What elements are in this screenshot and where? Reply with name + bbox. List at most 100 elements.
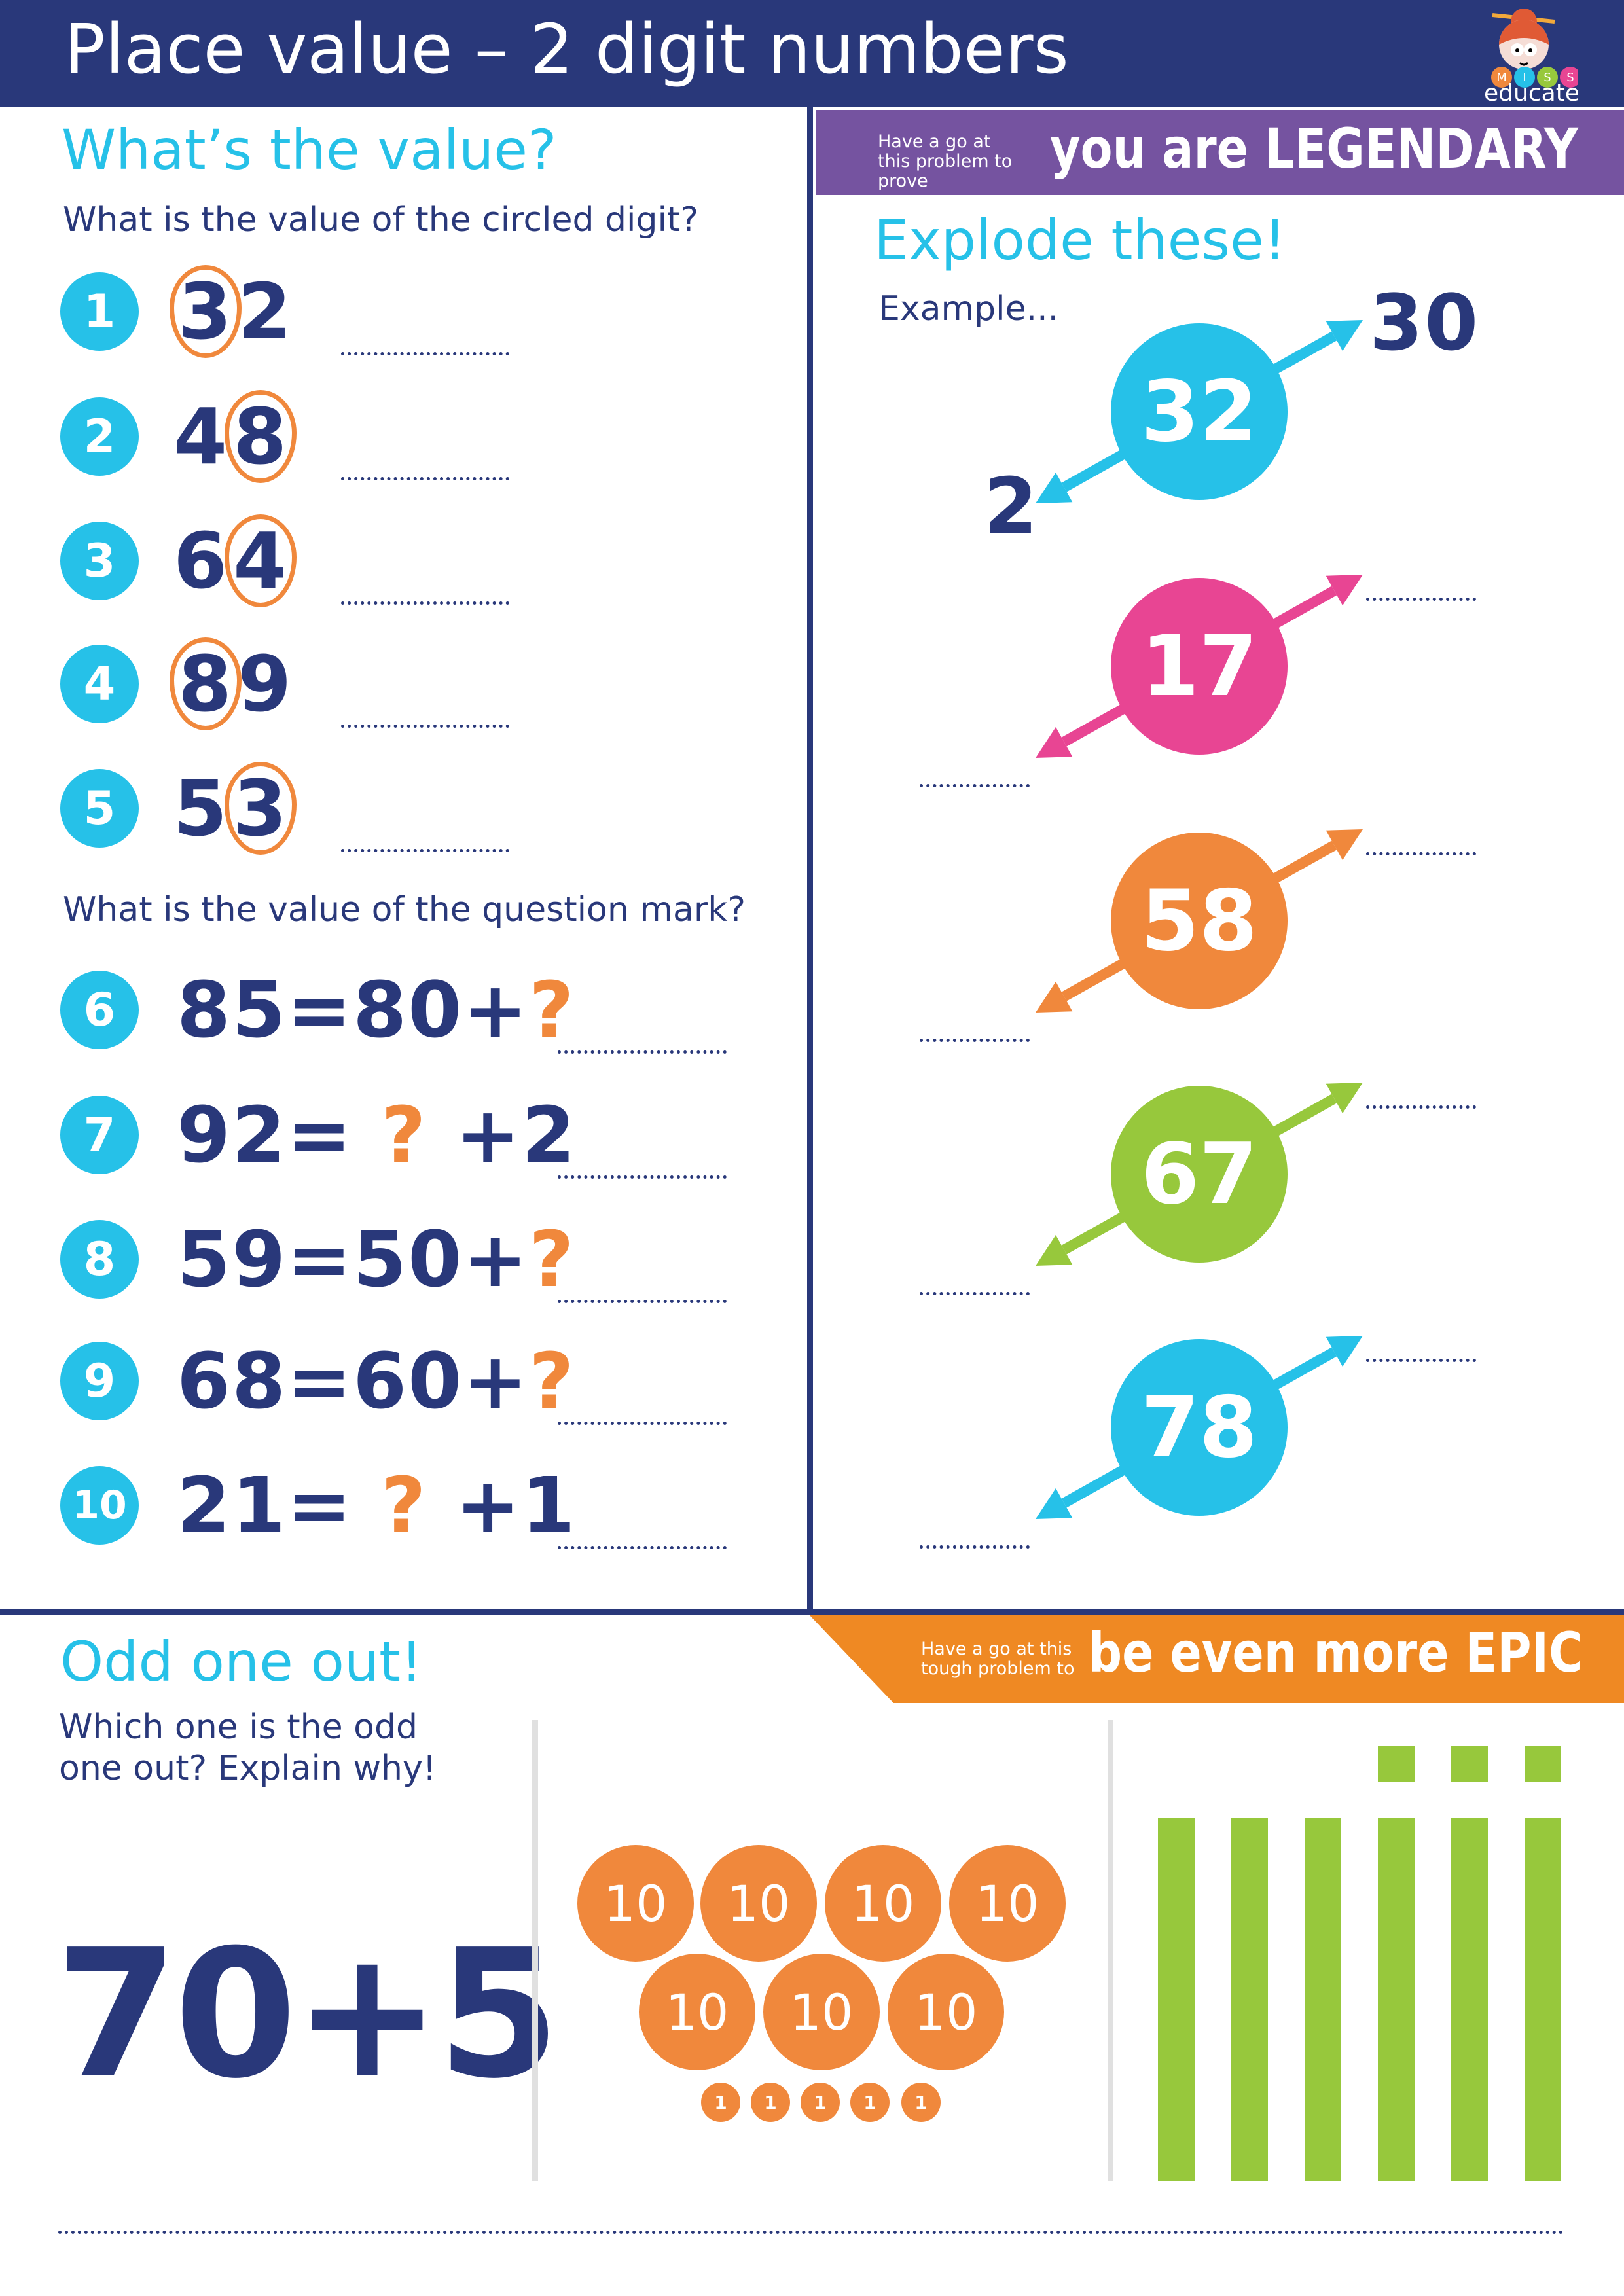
question-mark: ? <box>529 965 575 1055</box>
answer-line[interactable] <box>558 1422 727 1425</box>
question-number-badge: 8 <box>60 1220 139 1299</box>
equation-part: 68=60+ <box>177 1336 530 1426</box>
tens-rod <box>1451 1818 1488 2181</box>
equation: 68=60+? <box>177 1332 575 1430</box>
equation-part: 85=80+ <box>177 965 530 1055</box>
odd-question: Which one is the odd one out? Explain wh… <box>59 1708 437 1788</box>
question-number-badge: 4 <box>60 645 139 723</box>
one-counter: 1 <box>901 2083 941 2122</box>
digit: 2 <box>238 266 293 357</box>
odd-divider <box>532 1720 538 2181</box>
question-mark: ? <box>529 1336 575 1426</box>
answer-line[interactable] <box>558 1050 727 1054</box>
explode-arrows <box>1036 320 1363 1519</box>
number-circle: 67 <box>1111 1086 1288 1263</box>
circled-digit: 3 <box>225 762 297 855</box>
miss-educate-logo: M I S S educate <box>1484 9 1578 103</box>
answer-line-tens[interactable] <box>1366 852 1476 855</box>
two-digit-number: 64 <box>173 512 297 610</box>
digit: 6 <box>173 516 229 606</box>
svg-text:S: S <box>1543 71 1551 84</box>
tens-rod <box>1305 1818 1341 2181</box>
ones-cube <box>1525 1746 1561 1782</box>
epic-banner-shape <box>810 1615 1624 1703</box>
question-number-badge: 2 <box>60 397 139 476</box>
tens-rod <box>1231 1818 1268 2181</box>
question-number-badge: 7 <box>60 1096 139 1174</box>
ten-counter: 10 <box>763 1954 880 2070</box>
answer-line-ones[interactable] <box>920 1545 1030 1549</box>
number-circle: 78 <box>1111 1339 1288 1516</box>
equation: 85=80+? <box>177 961 575 1059</box>
answer-line-ones[interactable] <box>920 1292 1030 1295</box>
question-number-badge: 6 <box>60 971 139 1049</box>
answer-line[interactable] <box>558 1546 727 1549</box>
svg-text:S: S <box>1566 71 1574 84</box>
circled-digit: 8 <box>170 637 242 730</box>
equation-part: +2 <box>427 1090 577 1180</box>
two-digit-number: 48 <box>173 387 297 486</box>
svg-text:M: M <box>1496 71 1507 84</box>
one-counter: 1 <box>701 2083 740 2122</box>
circled-digit: 8 <box>225 390 297 483</box>
tens-rod <box>1158 1818 1195 2181</box>
two-digit-number: 89 <box>170 635 293 733</box>
section-heading-explode: Explode these! <box>874 208 1286 272</box>
answer-line[interactable] <box>341 725 509 728</box>
banner-small-text: Have a go at this problem to prove <box>878 132 1013 191</box>
answer-line-tens[interactable] <box>1366 1359 1476 1362</box>
digit: 4 <box>173 391 229 482</box>
banner-big-text: you are LEGENDARY <box>1050 117 1578 181</box>
answer-line[interactable] <box>558 1300 727 1303</box>
answer-line-tens[interactable] <box>1366 1105 1476 1109</box>
ten-counter: 10 <box>700 1845 817 1962</box>
digit: 5 <box>173 763 229 853</box>
header-bar <box>0 0 1624 107</box>
odd-divider <box>1108 1720 1113 2181</box>
svg-text:educate: educate <box>1484 80 1578 103</box>
one-counter: 1 <box>801 2083 840 2122</box>
answer-line-ones[interactable] <box>920 784 1030 787</box>
ten-counter: 10 <box>639 1954 755 2070</box>
question-mark: ? <box>381 1460 427 1551</box>
circled-digit: 4 <box>225 514 297 607</box>
odd-expression: 70+5 <box>55 1911 560 2117</box>
section-heading-odd: Odd one out! <box>60 1630 423 1694</box>
question-mark-instruction: What is the value of the question mark? <box>63 890 746 929</box>
example-ones: 2 <box>984 461 1039 551</box>
example-tens: 30 <box>1369 278 1480 368</box>
ones-cube <box>1451 1746 1488 1782</box>
equation-part: 59=50+ <box>177 1214 530 1304</box>
two-digit-number: 32 <box>170 262 293 361</box>
question-number-badge: 3 <box>60 522 139 600</box>
equation: 92= ? +2 <box>177 1086 577 1184</box>
digit: 9 <box>238 639 293 729</box>
ten-counter: 10 <box>949 1845 1066 1962</box>
question-mark: ? <box>381 1090 427 1180</box>
equation-part: 21= <box>177 1460 382 1551</box>
one-counter: 1 <box>751 2083 790 2122</box>
equation-part: 92= <box>177 1090 382 1180</box>
answer-line[interactable] <box>341 601 509 605</box>
answer-line[interactable] <box>341 352 509 355</box>
equation: 21= ? +1 <box>177 1456 577 1554</box>
section-heading-value: What’s the value? <box>62 118 557 182</box>
question-number-badge: 10 <box>60 1466 139 1545</box>
two-digit-number: 53 <box>173 759 297 857</box>
ones-cube <box>1378 1746 1415 1782</box>
answer-line[interactable] <box>341 849 509 852</box>
horizontal-divider <box>0 1609 1624 1615</box>
number-circle: 58 <box>1111 833 1288 1009</box>
vertical-divider <box>807 107 813 1612</box>
legendary-banner: Have a go at this problem to prove you a… <box>816 110 1624 195</box>
page-title: Place value – 2 digit numbers <box>64 9 1069 89</box>
answer-line-tens[interactable] <box>1366 598 1476 601</box>
tens-rod <box>1378 1818 1415 2181</box>
question-number-badge: 9 <box>60 1342 139 1420</box>
answer-line[interactable] <box>341 477 509 480</box>
answer-line-ones[interactable] <box>920 1039 1030 1042</box>
equation: 59=50+? <box>177 1210 575 1308</box>
answer-line-odd[interactable] <box>58 2231 1564 2234</box>
answer-line[interactable] <box>558 1175 727 1179</box>
example-label: Example... <box>878 289 1059 329</box>
